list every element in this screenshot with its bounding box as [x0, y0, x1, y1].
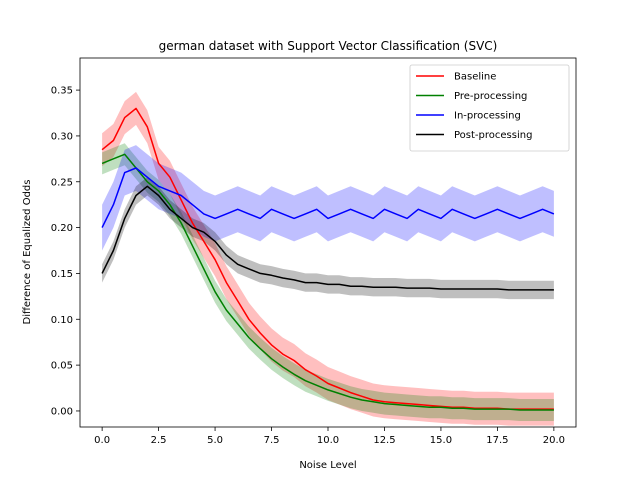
x-tick-label: 5.0: [207, 435, 223, 446]
y-tick-label: 0.00: [51, 406, 73, 417]
legend-label-baseline: Baseline: [454, 72, 496, 83]
line-pre-processing: [101, 153, 554, 411]
legend-label-pre-processing: Pre-processing: [454, 91, 527, 102]
line-post-processing: [101, 185, 554, 291]
x-tick-label: 17.5: [486, 435, 508, 446]
legend: Baseline Pre-processing In-processing Post-…: [409, 64, 570, 152]
series-lines: [101, 107, 555, 411]
y-axis-label: Difference of Equalized Odds: [22, 180, 33, 325]
band-baseline: [102, 91, 554, 426]
x-axis-ticks: 0.0 2.5 5.0 7.5 10.0 12.5 15.0 17.5 20.0: [94, 427, 565, 446]
x-tick-label: 2.5: [151, 435, 167, 446]
x-tick-label: 10.0: [317, 435, 339, 446]
x-tick-label: 12.5: [373, 435, 395, 446]
uncertainty-bands: [102, 91, 554, 426]
line-baseline: [101, 107, 554, 410]
x-tick-label: 7.5: [264, 435, 280, 446]
legend-label-post-processing: Post-processing: [454, 130, 532, 141]
y-tick-label: 0.15: [51, 269, 73, 280]
band-in-processing: [102, 145, 554, 251]
x-tick-label: 0.0: [94, 435, 110, 446]
legend-label-in-processing: In-processing: [454, 111, 521, 122]
x-tick-label: 20.0: [543, 435, 565, 446]
legend-frame: [409, 64, 570, 152]
x-axis-label: Noise Level: [299, 460, 356, 471]
y-tick-label: 0.10: [51, 315, 73, 326]
y-tick-label: 0.20: [51, 223, 73, 234]
line-in-processing: [101, 167, 555, 228]
y-axis-ticks: 0.00 0.05 0.10 0.15 0.20 0.25 0.30 0.35: [51, 86, 80, 417]
band-pre-processing: [102, 143, 554, 422]
y-tick-label: 0.25: [51, 177, 73, 188]
x-tick-label: 15.0: [430, 435, 452, 446]
y-tick-label: 0.05: [51, 361, 73, 372]
band-post-processing: [102, 177, 554, 300]
y-tick-label: 0.35: [51, 86, 73, 97]
y-tick-label: 0.30: [51, 131, 73, 142]
chart-title: german dataset with Support Vector Class…: [159, 39, 498, 53]
